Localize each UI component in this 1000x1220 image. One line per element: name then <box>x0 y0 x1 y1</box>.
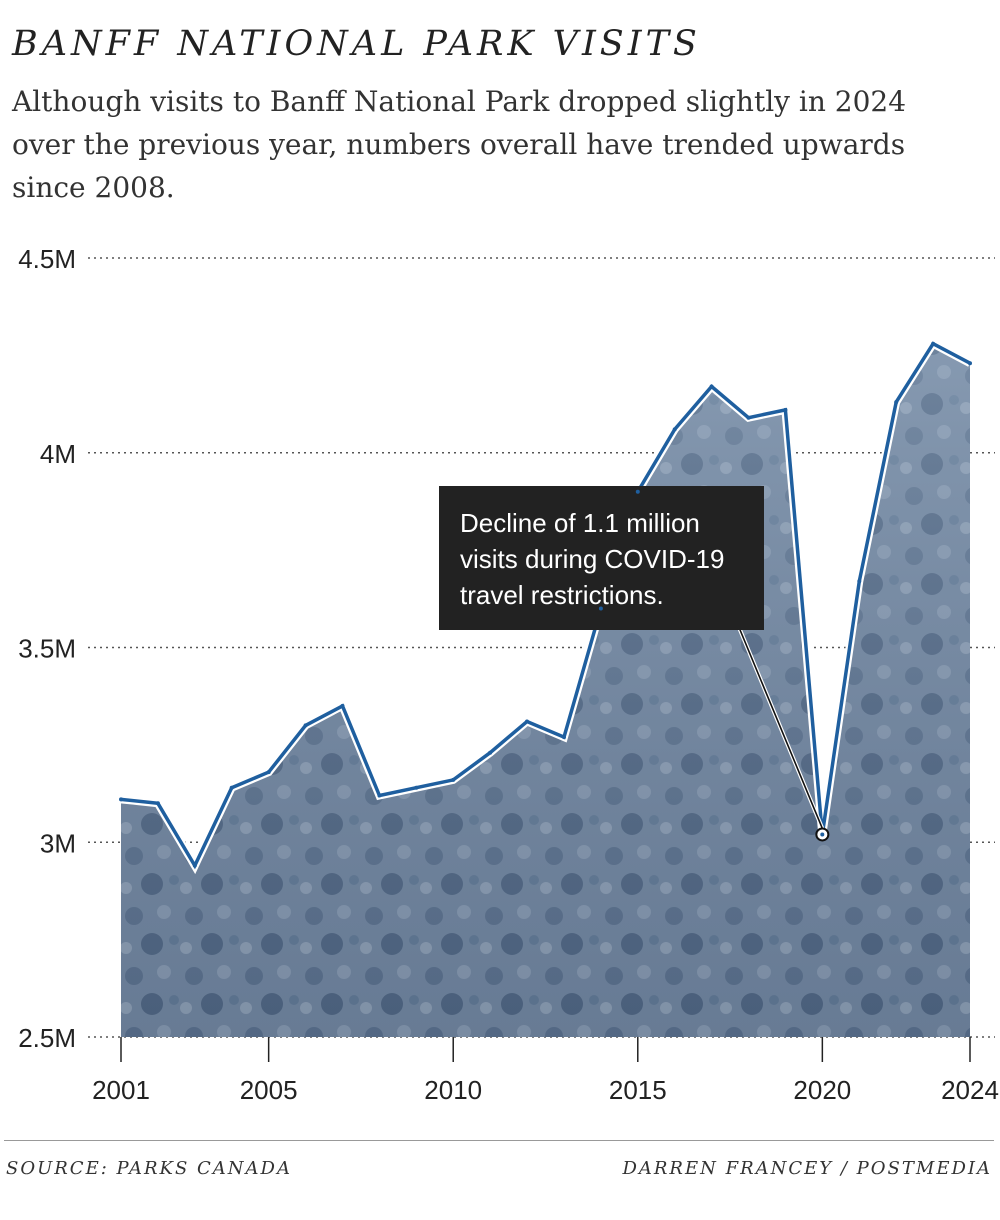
y-tick-label: 4M <box>40 439 76 469</box>
data-point <box>119 797 123 802</box>
data-point <box>709 384 714 389</box>
y-tick-label: 3.5M <box>18 634 76 664</box>
x-tick-label: 2001 <box>92 1075 150 1105</box>
data-point <box>192 863 197 868</box>
data-point <box>820 832 825 837</box>
data-point <box>303 723 308 728</box>
data-point <box>488 750 493 755</box>
x-tick-label: 2024 <box>941 1075 999 1105</box>
data-point <box>525 719 529 724</box>
source-credit: SOURCE: PARKS CANADA <box>6 1158 292 1179</box>
data-point <box>672 427 677 432</box>
x-tick-label: 2010 <box>424 1075 482 1105</box>
data-point <box>746 415 751 420</box>
x-tick-label: 2015 <box>609 1075 667 1105</box>
annotation-leader <box>737 624 824 829</box>
data-line <box>120 338 972 875</box>
data-point <box>451 777 456 782</box>
data-point <box>562 735 566 740</box>
data-point <box>894 400 899 405</box>
data-point <box>266 770 271 775</box>
data-point <box>229 785 234 790</box>
data-points <box>119 341 972 868</box>
data-point <box>857 579 862 584</box>
annotation-text-line: visits during COVID-19 <box>460 544 724 574</box>
footer-divider <box>4 1140 994 1141</box>
chart: Decline of 1.1 million visits during COVI… <box>18 244 999 1105</box>
annotation-box <box>439 486 764 630</box>
data-point <box>635 489 640 494</box>
author-credit: DARREN FRANCEY / POSTMEDIA <box>622 1158 992 1179</box>
data-point <box>377 793 382 798</box>
x-tick-label: 2005 <box>240 1075 298 1105</box>
annotation-text-line: Decline of 1.1 million <box>460 508 700 538</box>
y-tick-label: 3M <box>40 828 76 858</box>
chart-subtitle: Although visits to Banff National Park d… <box>12 85 907 204</box>
y-axis: 2.5M 3M 3.5M 4M 4.5M <box>18 244 76 1053</box>
data-point <box>931 341 936 346</box>
data-point <box>598 606 603 611</box>
x-axis: 2001 2005 2010 2015 2020 2024 <box>92 1037 999 1105</box>
x-tick-label: 2020 <box>793 1075 851 1105</box>
data-point <box>968 361 972 366</box>
annotation-text-line: travel restrictions. <box>460 580 664 610</box>
data-point <box>155 801 160 806</box>
annotation: Decline of 1.1 million visits during COVI… <box>439 486 830 842</box>
data-point <box>783 407 788 412</box>
y-tick-label: 2.5M <box>18 1023 76 1053</box>
series-line <box>120 341 971 870</box>
data-point <box>414 785 419 790</box>
y-tick-label: 4.5M <box>18 244 76 274</box>
data-point <box>340 703 345 708</box>
chart-title: BANFF NATIONAL PARK VISITS <box>12 24 701 64</box>
